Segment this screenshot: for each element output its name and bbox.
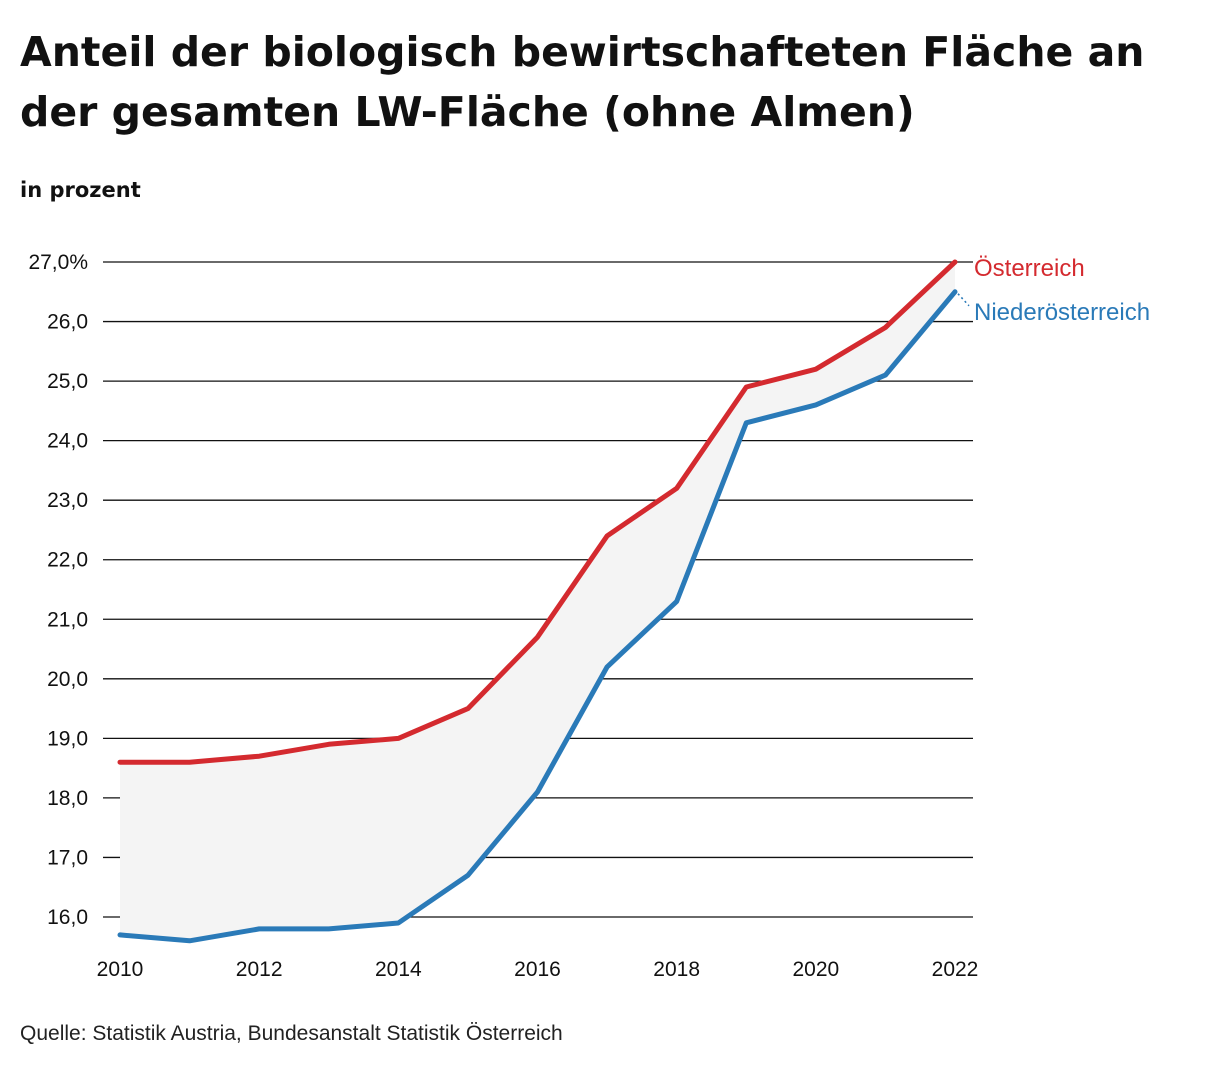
x-tick-label: 2022 bbox=[932, 958, 979, 981]
x-tick-label: 2018 bbox=[653, 958, 700, 981]
x-tick-label: 2020 bbox=[792, 958, 839, 981]
series-label-niederoesterreich: Niederösterreich bbox=[974, 299, 1150, 326]
x-tick-label: 2016 bbox=[514, 958, 561, 981]
difference-band bbox=[120, 262, 955, 941]
x-tick-label: 2012 bbox=[236, 958, 283, 981]
y-tick-label: 25,0 bbox=[47, 370, 88, 393]
y-tick-label: 23,0 bbox=[47, 489, 88, 512]
y-tick-label: 19,0 bbox=[47, 727, 88, 750]
series-label-oesterreich: Österreich bbox=[974, 255, 1085, 282]
y-tick-label: 20,0 bbox=[47, 668, 88, 691]
series-line-oesterreich bbox=[117, 259, 958, 765]
series-line-niederoesterreich bbox=[117, 289, 958, 944]
x-tick-label: 2010 bbox=[97, 958, 144, 981]
y-tick-label: 18,0 bbox=[47, 787, 88, 810]
chart-title: Anteil der biologisch bewirtschafteten F… bbox=[20, 28, 1145, 136]
y-tick-label: 27,0% bbox=[28, 251, 88, 274]
label-leader-line bbox=[957, 293, 970, 307]
y-tick-label: 21,0 bbox=[47, 608, 88, 631]
y-tick-label: 22,0 bbox=[47, 549, 88, 572]
x-tick-label: 2014 bbox=[375, 958, 422, 981]
y-tick-label: 17,0 bbox=[47, 846, 88, 869]
chart-subtitle: in prozent bbox=[20, 178, 141, 202]
y-tick-label: 24,0 bbox=[47, 430, 88, 453]
source-note: Quelle: Statistik Austria, Bundesanstalt… bbox=[20, 1022, 563, 1045]
y-tick-label: 16,0 bbox=[47, 906, 88, 929]
y-tick-label: 26,0 bbox=[47, 311, 88, 334]
